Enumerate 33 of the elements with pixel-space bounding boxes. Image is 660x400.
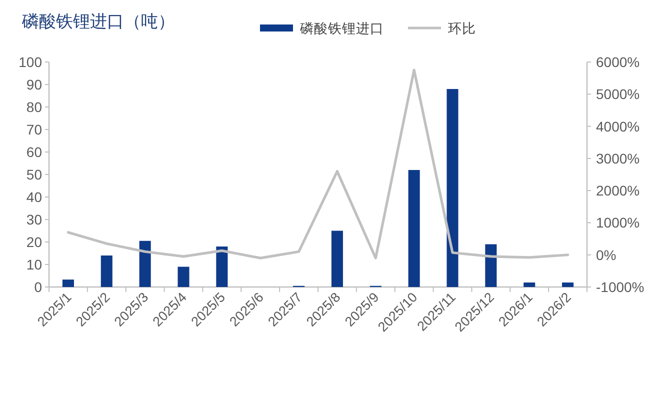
y2-tick-label: 6000% [596, 54, 640, 70]
y-tick-label: 100 [18, 54, 42, 70]
bar [524, 282, 536, 287]
y2-tick-label: 0% [596, 246, 616, 263]
y-tick-label: 90 [26, 76, 42, 92]
y-tick-label: 20 [26, 234, 42, 250]
y-tick-label: 80 [26, 99, 42, 115]
bar [408, 170, 420, 287]
y-tick-label: 10 [26, 256, 42, 272]
y2-tick-label: 2000% [596, 182, 640, 199]
y2-tick-label: 4000% [596, 118, 640, 134]
bar [216, 246, 228, 287]
bar [485, 244, 497, 287]
y2-tick-label: 1000% [596, 214, 640, 231]
bar [100, 256, 112, 287]
title: 磷酸铁锂进口（吨） [22, 12, 175, 31]
bar [331, 230, 343, 287]
y-tick-label: 60 [26, 144, 42, 160]
bar [562, 282, 574, 287]
legend-label: 环比 [448, 21, 476, 36]
bar [139, 240, 151, 287]
y-tick-label: 0 [34, 279, 42, 295]
bar [446, 89, 458, 287]
y2-tick-label: 5000% [596, 86, 640, 102]
y-tick-label: 50 [26, 166, 42, 182]
y2-tick-label: -1000% [596, 279, 644, 295]
y-tick-label: 40 [26, 189, 42, 205]
y-tick-label: 70 [26, 122, 42, 138]
legend-label: 磷酸铁锂进口 [299, 21, 384, 36]
y2-tick-label: 3000% [596, 150, 640, 166]
bar [178, 266, 190, 287]
y-tick-label: 30 [26, 212, 42, 228]
bar [62, 280, 74, 287]
